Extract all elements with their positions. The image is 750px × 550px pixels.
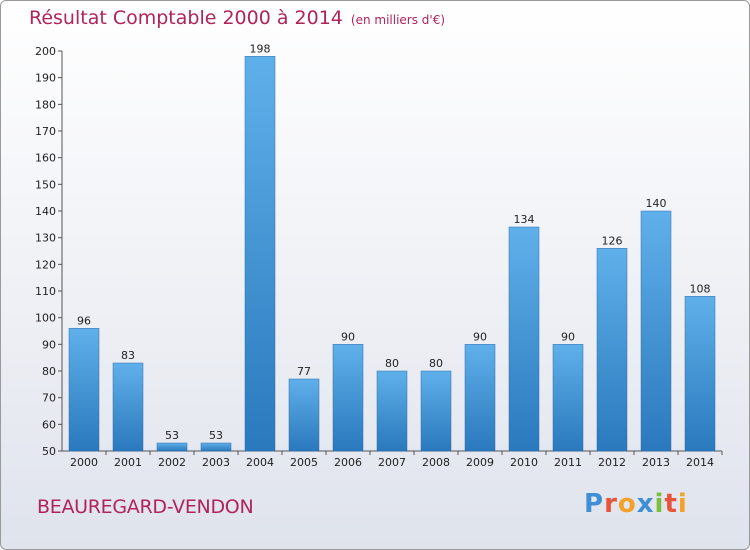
x-tick-label: 2000	[70, 456, 98, 469]
y-tick-label: 140	[35, 205, 56, 218]
data-label: 53	[165, 429, 179, 442]
proxiti-logo: Proxiti	[584, 489, 688, 519]
x-tick-label: 2005	[290, 456, 318, 469]
location-name: BEAUREGARD-VENDON	[37, 496, 254, 518]
y-tick-label: 80	[42, 365, 56, 378]
x-tick-label: 2012	[598, 456, 626, 469]
y-tick-label: 50	[42, 445, 56, 458]
x-tick-label: 2001	[114, 456, 142, 469]
bar-2004	[244, 56, 276, 452]
x-tick-label: 2014	[686, 456, 714, 469]
y-tick-label: 90	[42, 338, 56, 351]
y-tick-label: 130	[35, 232, 56, 245]
logo-letter: P	[584, 489, 605, 519]
chart-title-text: Résultat Comptable 2000 à 2014	[29, 7, 343, 29]
data-label: 134	[514, 213, 535, 226]
bar-2000	[68, 328, 100, 452]
y-tick-label: 200	[35, 45, 56, 58]
bar-2003	[200, 442, 232, 452]
bar-2010	[508, 226, 540, 452]
x-tick-label: 2008	[422, 456, 450, 469]
bar-2005	[288, 378, 320, 452]
logo-letter: i	[677, 489, 688, 519]
x-tick-label: 2010	[510, 456, 538, 469]
x-tick-label: 2007	[378, 456, 406, 469]
bar-2001	[112, 362, 144, 452]
data-label: 126	[602, 234, 623, 247]
x-tick-label: 2002	[158, 456, 186, 469]
bar-2013	[640, 210, 672, 452]
y-tick-label: 110	[35, 285, 56, 298]
data-label: 77	[297, 365, 311, 378]
x-tick-label: 2009	[466, 456, 494, 469]
x-tick-label: 2011	[554, 456, 582, 469]
logo-letter: o	[617, 489, 637, 519]
bar-2007	[376, 370, 408, 452]
bar-2011	[552, 344, 584, 452]
y-tick-label: 70	[42, 392, 56, 405]
logo-letter: i	[654, 489, 665, 519]
bar-2006	[332, 344, 364, 452]
data-label: 90	[561, 330, 575, 343]
logo-letter: t	[664, 489, 678, 519]
y-tick-label: 150	[35, 178, 56, 191]
data-label: 80	[429, 357, 443, 370]
data-label: 90	[341, 330, 355, 343]
y-tick-label: 180	[35, 98, 56, 111]
y-tick-label: 60	[42, 418, 56, 431]
x-tick-label: 2003	[202, 456, 230, 469]
bar-2012	[596, 248, 628, 452]
data-label: 83	[121, 349, 135, 362]
logo-letter: r	[604, 489, 618, 519]
y-tick-label: 170	[35, 125, 56, 138]
data-label: 108	[690, 282, 711, 295]
chart-title: Résultat Comptable 2000 à 2014 (en millie…	[29, 7, 445, 29]
data-label: 96	[77, 314, 91, 327]
x-tick-label: 2004	[246, 456, 274, 469]
x-tick-label: 2013	[642, 456, 670, 469]
bar-2008	[420, 370, 452, 452]
y-tick-label: 160	[35, 152, 56, 165]
data-label: 90	[473, 330, 487, 343]
data-label: 198	[250, 42, 271, 55]
x-tick-label: 2006	[334, 456, 362, 469]
data-label: 53	[209, 429, 223, 442]
logo-letter: x	[636, 489, 655, 519]
chart-subtitle: (en milliers d'€)	[350, 13, 446, 27]
y-tick-label: 190	[35, 72, 56, 85]
y-tick-label: 120	[35, 258, 56, 271]
y-tick-label: 100	[35, 312, 56, 325]
bar-2002	[156, 442, 188, 452]
bar-2009	[464, 344, 496, 452]
data-label: 80	[385, 357, 399, 370]
data-label: 140	[646, 197, 667, 210]
bar-2014	[684, 296, 716, 452]
